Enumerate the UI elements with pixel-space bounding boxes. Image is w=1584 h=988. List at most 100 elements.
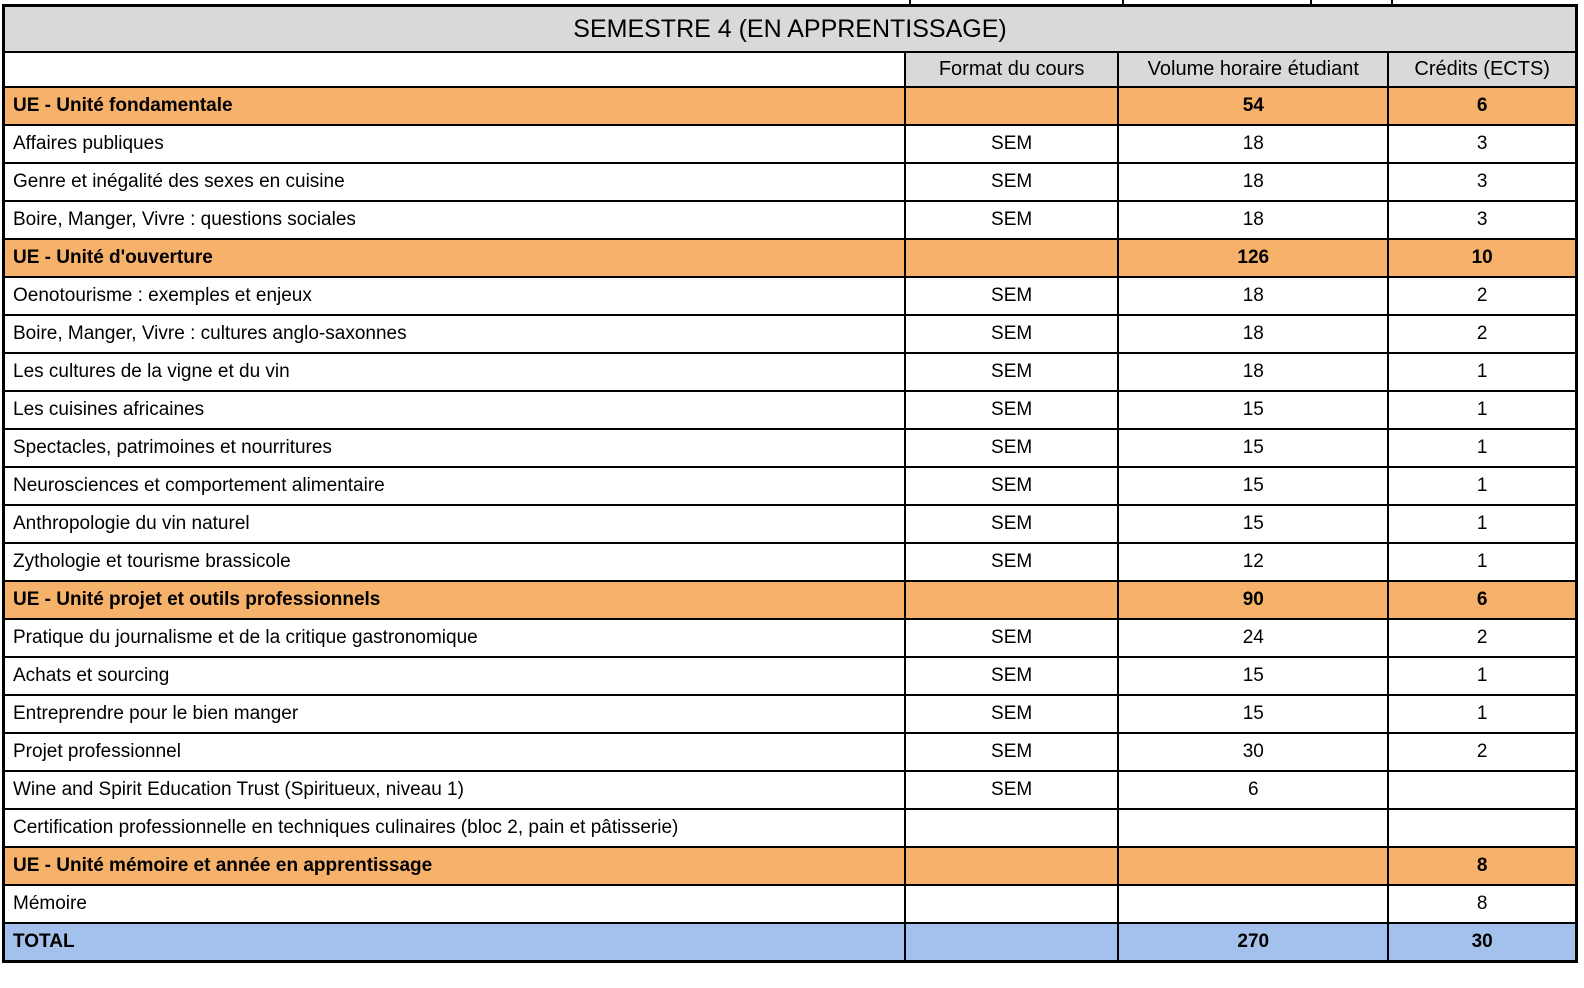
course-format-cell [904, 86, 1120, 126]
course-row: Neurosciences et comportement alimentair… [2, 466, 1578, 506]
student-hours-cell: 15 [1117, 694, 1390, 734]
student-hours-cell: 18 [1117, 276, 1390, 316]
course-format-cell [904, 808, 1120, 848]
course-format-cell: SEM [904, 504, 1120, 544]
student-hours-cell: 18 [1117, 200, 1390, 240]
student-hours-cell: 18 [1117, 314, 1390, 354]
course-row: Projet professionnel SEM 30 2 [2, 732, 1578, 772]
student-hours-cell: 54 [1117, 86, 1390, 126]
course-row: Achats et sourcing SEM 15 1 [2, 656, 1578, 696]
ects-credits-cell: 1 [1387, 656, 1578, 696]
ects-credits-cell [1387, 770, 1578, 810]
row-label-cell: Boire, Manger, Vivre : cultures anglo-sa… [2, 314, 907, 354]
ects-credits-cell: 8 [1387, 884, 1578, 924]
ects-credits-cell: 2 [1387, 618, 1578, 658]
student-hours-cell: 15 [1117, 656, 1390, 696]
row-label-cell: Wine and Spirit Education Trust (Spiritu… [2, 770, 907, 810]
ects-credits-cell: 1 [1387, 466, 1578, 506]
row-label-cell: Pratique du journalisme et de la critiqu… [2, 618, 907, 658]
course-row: Les cultures de la vigne et du vin SEM 18 1 [2, 352, 1578, 392]
course-row: Zythologie et tourisme brassicole SEM 12 1 [2, 542, 1578, 582]
ects-credits-cell: 1 [1387, 428, 1578, 468]
student-hours-cell: 15 [1117, 390, 1390, 430]
course-format-cell: SEM [904, 428, 1120, 468]
course-row: Spectacles, patrimoines et nourritures SE… [2, 428, 1578, 468]
course-row: Pratique du journalisme et de la critiqu… [2, 618, 1578, 658]
student-hours-cell: 18 [1117, 162, 1390, 202]
ects-credits-cell: 1 [1387, 352, 1578, 392]
course-format-cell [904, 922, 1120, 963]
course-format-cell: SEM [904, 694, 1120, 734]
student-hours-cell: 6 [1117, 770, 1390, 810]
row-label-cell: UE - Unité d'ouverture [2, 238, 907, 278]
row-label-cell: UE - Unité projet et outils professionne… [2, 580, 907, 620]
table-title-row: SEMESTRE 4 (EN APPRENTISSAGE) [2, 4, 1578, 53]
cropped-cell-border-tick [1391, 0, 1393, 6]
section-row: UE - Unité mémoire et année en apprentis… [2, 846, 1578, 886]
row-label-cell: Entreprendre pour le bien manger [2, 694, 907, 734]
row-label-cell: Certification professionnelle en techniq… [2, 808, 907, 848]
ects-credits-cell: 3 [1387, 200, 1578, 240]
course-format-cell: SEM [904, 542, 1120, 582]
course-format-cell: SEM [904, 618, 1120, 658]
row-label-cell: UE - Unité mémoire et année en apprentis… [2, 846, 907, 886]
course-row: Oenotourisme : exemples et enjeux SEM 18 2 [2, 276, 1578, 316]
row-label-cell: Anthropologie du vin naturel [2, 504, 907, 544]
ects-credits-cell: 10 [1387, 238, 1578, 278]
row-label-cell: Affaires publiques [2, 124, 907, 164]
section-row: UE - Unité fondamentale 54 6 [2, 86, 1578, 126]
course-row: Anthropologie du vin naturel SEM 15 1 [2, 504, 1578, 544]
ects-credits-cell: 3 [1387, 124, 1578, 164]
course-format-cell [904, 580, 1120, 620]
ects-credits-cell: 1 [1387, 694, 1578, 734]
student-hours-cell: 18 [1117, 352, 1390, 392]
course-row: Les cuisines africaines SEM 15 1 [2, 390, 1578, 430]
ects-credits-cell: 6 [1387, 580, 1578, 620]
course-row: Certification professionnelle en techniq… [2, 808, 1578, 848]
student-hours-cell: 24 [1117, 618, 1390, 658]
course-row: Affaires publiques SEM 18 3 [2, 124, 1578, 164]
section-row: UE - Unité projet et outils professionne… [2, 580, 1578, 620]
course-format-cell: SEM [904, 352, 1120, 392]
cropped-cell-border-tick [1122, 0, 1124, 6]
ects-credits-cell: 3 [1387, 162, 1578, 202]
cropped-cell-border-tick [1310, 0, 1312, 6]
ects-credits-cell [1387, 808, 1578, 848]
student-hours-cell: 15 [1117, 466, 1390, 506]
student-hours-cell: 270 [1117, 922, 1390, 963]
course-format-cell: SEM [904, 314, 1120, 354]
row-label-cell: Genre et inégalité des sexes en cuisine [2, 162, 907, 202]
student-hours-cell: 15 [1117, 428, 1390, 468]
course-format-cell [904, 884, 1120, 924]
student-hours-cell: 30 [1117, 732, 1390, 772]
ects-credits-cell: 2 [1387, 276, 1578, 316]
student-hours-cell: 12 [1117, 542, 1390, 582]
course-format-cell: SEM [904, 276, 1120, 316]
row-label-cell: Projet professionnel [2, 732, 907, 772]
student-hours-cell: 126 [1117, 238, 1390, 278]
table-body: UE - Unité fondamentale 54 6 Affaires publi… [2, 86, 1578, 963]
course-format-cell [904, 846, 1120, 886]
course-format-cell: SEM [904, 656, 1120, 696]
student-hours-cell [1117, 808, 1390, 848]
course-row: Mémoire 8 [2, 884, 1578, 924]
course-format-cell: SEM [904, 124, 1120, 164]
row-label-cell: Spectacles, patrimoines et nourritures [2, 428, 907, 468]
row-label-cell: Mémoire [2, 884, 907, 924]
row-label-cell: Les cuisines africaines [2, 390, 907, 430]
student-hours-cell [1117, 846, 1390, 886]
total-row: TOTAL 270 30 [2, 922, 1578, 963]
cropped-cell-border-tick [909, 0, 911, 6]
ects-credits-cell: 1 [1387, 542, 1578, 582]
row-label-cell: Neurosciences et comportement alimentair… [2, 466, 907, 506]
ects-credits-cell: 30 [1387, 922, 1578, 963]
course-row: Boire, Manger, Vivre : cultures anglo-sa… [2, 314, 1578, 354]
student-hours-cell: 18 [1117, 124, 1390, 164]
column-header-format: Format du cours [904, 51, 1120, 88]
course-format-cell [904, 238, 1120, 278]
student-hours-cell: 90 [1117, 580, 1390, 620]
course-row: Genre et inégalité des sexes en cuisine S… [2, 162, 1578, 202]
ects-credits-cell: 8 [1387, 846, 1578, 886]
section-row: UE - Unité d'ouverture 126 10 [2, 238, 1578, 278]
ects-credits-cell: 6 [1387, 86, 1578, 126]
